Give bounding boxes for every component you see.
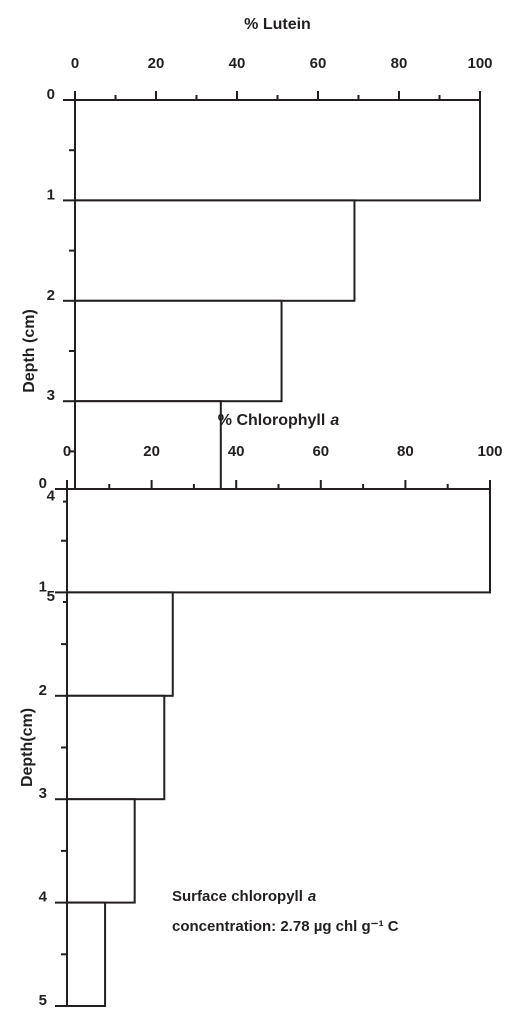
y-tick-label: 0 [39, 475, 47, 492]
annotation-part: concentration: 2.78 µg chl g⁻¹ C [172, 918, 399, 935]
bar [74, 99, 481, 202]
y-tick-label: 3 [39, 785, 47, 802]
x-tick-label: 80 [397, 443, 414, 460]
annotation-part: a [308, 888, 316, 905]
chart-title-part: % Chlorophyll [218, 412, 326, 429]
x-tick-label: 0 [63, 443, 71, 460]
y-tick-label: 1 [47, 186, 55, 203]
chart-title-part: a [330, 412, 339, 429]
y-axis-label: Depth (cm) [21, 309, 38, 393]
y-tick-label: 5 [39, 992, 47, 1009]
bar [66, 488, 491, 594]
annotation-part: Surface chloropyll [172, 888, 303, 905]
x-tick-label: 20 [148, 55, 165, 72]
x-tick-label: 100 [467, 55, 492, 72]
y-tick-label: 0 [47, 86, 55, 103]
y-tick-label: 4 [47, 488, 56, 505]
y-axis-label: Depth(cm) [19, 708, 36, 787]
annotation: Surface chloropyll a [172, 888, 316, 905]
y-tick-label: 4 [39, 889, 48, 906]
y-tick-label: 3 [47, 387, 55, 404]
bar [66, 694, 166, 801]
x-tick-label: 40 [228, 443, 245, 460]
bar [74, 299, 283, 403]
bar [66, 901, 107, 1007]
bar [66, 798, 136, 904]
bar [74, 400, 222, 503]
x-tick-label: 40 [229, 55, 246, 72]
bar [74, 199, 356, 302]
x-tick-label: 60 [312, 443, 329, 460]
x-tick-label: 80 [391, 55, 408, 72]
y-tick-label: 1 [39, 578, 47, 595]
x-tick-label: 60 [310, 55, 327, 72]
y-tick-label: 2 [47, 287, 55, 304]
x-tick-label: 100 [477, 443, 502, 460]
y-tick-label: 5 [47, 588, 55, 605]
bar [66, 591, 174, 697]
x-tick-label: 20 [143, 443, 160, 460]
chart-title: % Lutein [244, 16, 311, 33]
chart-title-part: % Lutein [244, 16, 311, 33]
chart-title: % Chlorophyll a [218, 412, 340, 429]
annotation: concentration: 2.78 µg chl g⁻¹ C [172, 918, 399, 935]
x-tick-label: 0 [71, 55, 79, 72]
y-tick-label: 2 [39, 682, 47, 699]
